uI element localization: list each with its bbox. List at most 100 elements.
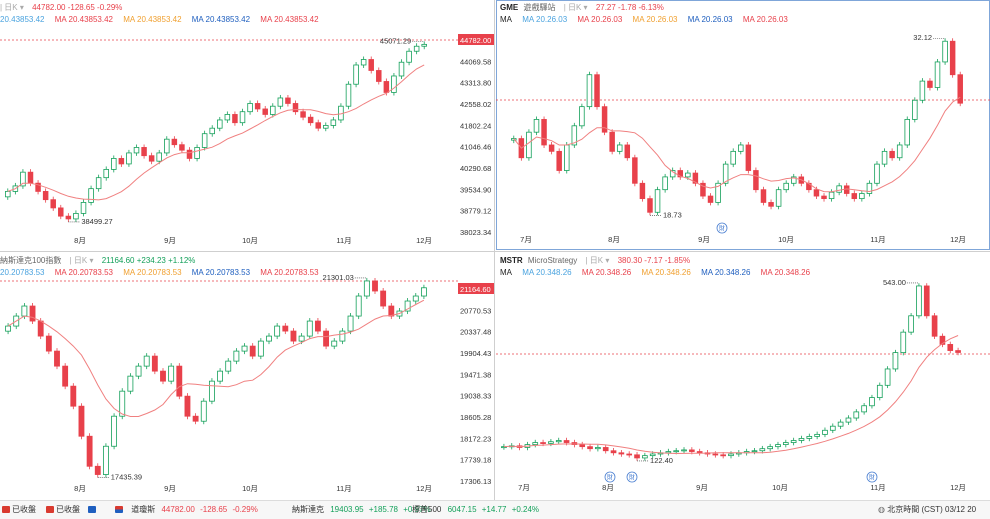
candle [624, 144, 631, 159]
candle [133, 147, 140, 154]
market-status-bar: 已收盤 已收盤 道瓊斯 44782.00 -128.65 -0.29% 納斯達克… [0, 500, 990, 519]
month-axis-label: 11月 [870, 235, 885, 244]
quote-text: 21164.60 +234.23 +1.12% [101, 256, 196, 265]
high-price-label: 45071.29 [380, 36, 411, 45]
quote-text: 380.30 -7.17 -1.85% [617, 256, 691, 265]
chart-panel-gme[interactable]: GME 遊戲驛站 | 日K ▾ 27.27 -1.78 -6.13% MA MA… [496, 0, 990, 250]
candle [947, 344, 954, 351]
candle [27, 171, 34, 184]
candle [927, 80, 933, 88]
ma-value: MA 20.20783.53 [54, 268, 114, 277]
candle [406, 50, 412, 63]
candle [555, 440, 562, 443]
month-axis-label: 9月 [164, 236, 176, 245]
candle [141, 147, 147, 157]
candle [916, 285, 922, 317]
candle [649, 453, 656, 457]
candle [775, 444, 781, 448]
ma-value: MA 20.43853.42 [260, 15, 319, 24]
candle [715, 182, 721, 203]
symbol-label: GME [500, 3, 519, 12]
price-axis-label: 17739.18 [460, 456, 491, 465]
ma-value: MA 20.348.26 [522, 268, 572, 277]
price-axis-label: 19471.38 [460, 370, 491, 379]
candlestick-chart[interactable]: 21164.60 20770.53 20337.48 19904.43 19471.38… [0, 253, 494, 499]
candle [307, 116, 314, 124]
candlestick-chart[interactable]: 7月 8月 9月 10月 11月 12月 32.12 18.73 財 [496, 0, 990, 250]
low-price-label: 17435.39 [111, 473, 142, 482]
candle [919, 80, 926, 101]
period-selector[interactable]: | 日K ▾ [585, 256, 610, 265]
high-price-label: 32.12 [913, 33, 932, 42]
period-selector[interactable]: | 日K ▾ [69, 256, 94, 265]
candle [266, 335, 272, 342]
candle [586, 74, 593, 108]
index-ticker-nasdaq[interactable]: 納斯達克 19403.95 +185.78 +0.97% [292, 505, 431, 514]
candle [526, 131, 532, 159]
candle [751, 450, 758, 453]
index-ticker-sp500[interactable]: 標普500 6047.15 +14.77 +0.24% [412, 505, 540, 514]
ma-value: MA 20.348.26 [581, 268, 632, 277]
candle [753, 170, 759, 191]
candle [80, 202, 87, 214]
panel-divider[interactable] [494, 0, 495, 500]
candle [700, 182, 706, 197]
quote-text: 27.27 -1.78 -6.13% [595, 3, 664, 12]
candle [821, 195, 827, 200]
candle [609, 131, 615, 152]
month-axis-label: 10月 [778, 235, 794, 244]
low-price-label: 38499.27 [81, 217, 112, 226]
candle [665, 451, 672, 454]
clock: ◍ 北京時間 (CST) 03/12 20 [878, 505, 977, 514]
candle [233, 350, 240, 362]
candle [380, 290, 387, 307]
index-ticker-dow[interactable]: 道瓊斯 44782.00 -128.65 -0.29% [115, 501, 258, 519]
price-axis-label: 38779.12 [460, 207, 491, 216]
period-selector[interactable]: | 日K ▾ [563, 3, 588, 12]
candlestick-chart[interactable]: 44782.00 44069.58 43313.80 42558.02 41802.24… [0, 0, 494, 250]
us-flag-icon [115, 506, 123, 513]
candle [790, 440, 797, 443]
candle [171, 138, 178, 146]
candle [119, 390, 126, 417]
panel-header: MSTR MicroStrategy | 日K ▾ 380.30 -7.17 -… [500, 255, 696, 267]
earnings-badge-label: 財 [629, 474, 635, 482]
month-axis-label: 9月 [698, 235, 710, 244]
candle [556, 150, 562, 171]
candle [707, 195, 714, 203]
ma-line [513, 96, 961, 193]
candle [931, 315, 938, 337]
candle [372, 280, 378, 292]
candle [42, 191, 49, 201]
candle [300, 111, 306, 118]
candle [601, 106, 608, 133]
ma-legend: MA MA 20.348.26 MA 20.348.26 MA 20.348.2… [500, 267, 818, 279]
candle [632, 157, 638, 184]
candlestick-chart[interactable]: 7月 8月 9月 10月 11月 12月 543.00 122.40 財 財 財 [496, 253, 990, 499]
candle [339, 330, 346, 342]
candle [70, 385, 77, 407]
candle [224, 114, 231, 121]
stock-name: MicroStrategy [527, 256, 578, 265]
candle [306, 320, 313, 337]
chart-panel-dow[interactable]: | 日K ▾ 44782.00 -128.65 -0.29% 20.43853.… [0, 0, 494, 250]
candle [388, 305, 395, 317]
candle [587, 446, 593, 450]
candle [745, 144, 752, 171]
period-selector[interactable]: | 日K ▾ [0, 3, 24, 12]
candle [232, 114, 238, 124]
panel-header: 納斯達克100指數 | 日K ▾ 21164.60 +234.23 +1.12% [0, 255, 201, 267]
price-axis-label: 19904.43 [460, 349, 491, 358]
month-axis-label: 10月 [772, 483, 788, 492]
chart-panel-mstr[interactable]: MSTR MicroStrategy | 日K ▾ 380.30 -7.17 -… [496, 253, 990, 499]
ma-value: MA 20.20783.53 [123, 268, 182, 277]
chart-panel-ndx[interactable]: 納斯達克100指數 | 日K ▾ 21164.60 +234.23 +1.12%… [0, 253, 494, 499]
current-price-box [458, 283, 494, 294]
candle [5, 325, 12, 332]
price-axis-label: 41046.46 [460, 143, 491, 152]
candle [689, 449, 695, 452]
high-price-label: 21301.03 [323, 273, 354, 282]
candle [806, 436, 813, 439]
panel-divider[interactable] [0, 251, 990, 252]
candle [677, 170, 683, 178]
